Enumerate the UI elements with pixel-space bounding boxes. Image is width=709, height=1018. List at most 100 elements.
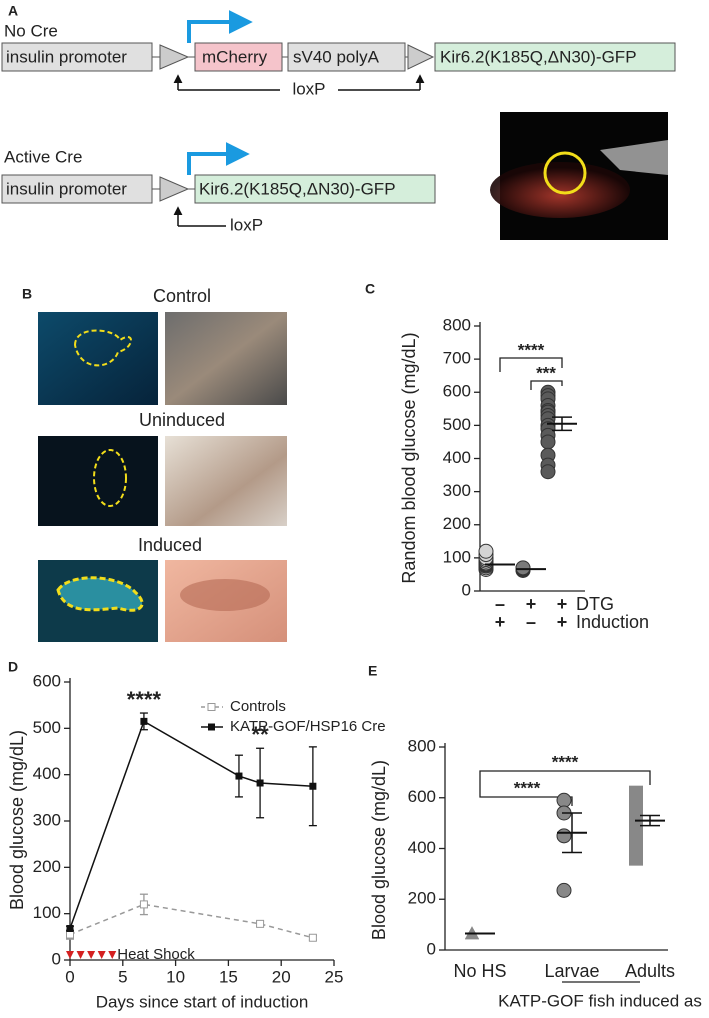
promoter-box [1,42,153,72]
data-point [66,924,74,932]
data-point [556,882,572,898]
data-point [556,792,572,808]
y-tick-label: 0 [427,939,436,958]
data-point [629,851,643,866]
loxp-site [152,176,195,202]
data-point [66,930,74,939]
promoter-text: insulin promoter [6,47,127,66]
y-tick-label: 600 [443,382,471,401]
y-tick-label: 100 [33,903,61,922]
y-tick-label: 600 [408,787,436,806]
y-tick-label: 500 [443,415,471,434]
promoter-text: insulin promoter [6,179,127,198]
significance-bracket [499,357,563,372]
x-tick-label: Adults [625,961,675,981]
y-axis-label: Blood glucose (mg/dL) [369,760,389,940]
mcherry-box [194,42,283,72]
y-tick-label: 400 [33,764,61,783]
legend-marker [207,703,216,711]
tissue [180,579,270,611]
row-title: Uninduced [139,410,225,430]
islet-outline [56,576,144,612]
construct-title: No Cre [4,21,58,40]
row-title: Induced [138,535,202,555]
y-tick-label: 800 [443,315,471,334]
heat-shock-marker [76,951,85,959]
panel-label: C [365,281,375,297]
condition-sign: + [557,594,568,614]
x-tick-label: Larvae [544,961,599,981]
data-point [256,919,265,928]
x-tick-label: No HS [453,961,506,981]
series-line [69,720,313,929]
significance: *** [536,363,556,382]
row-label: Induction [576,612,649,632]
data-point [556,828,572,844]
data-point [308,933,317,942]
significance: **** [127,687,162,712]
y-tick-label: 200 [408,889,436,908]
tissue [600,140,668,175]
x-axis-label: Days since start of induction [96,992,309,1011]
data-point [139,900,148,909]
y-tick-label: 300 [443,481,471,500]
mcherry-text: mCherry [202,47,268,66]
x-tick-label: 0 [65,967,74,986]
loxp-text: loxP [230,215,263,234]
islet-outline [543,151,587,195]
panel-b: B Control Uninduced Induced [22,286,287,642]
data-point [478,543,494,559]
construct-title: Active Cre [4,147,82,166]
data-point [540,464,556,480]
data-point [309,782,317,790]
data-point [515,560,531,576]
islet-outline [73,329,132,367]
micrograph [165,436,287,526]
condition-sign: + [526,594,537,614]
y-tick-label: 300 [33,810,61,829]
micrograph [165,312,287,405]
data-point [540,434,556,450]
y-tick-label: 700 [443,349,471,368]
panel-a: A No Cre insulin promoter mCherry sV40 p… [1,3,676,240]
significance: ** [252,722,270,747]
micrograph [38,436,158,526]
label-bg [280,81,338,99]
condition-sign: + [557,612,568,632]
y-tick-label: 200 [443,514,471,533]
legend-label: Controls [230,698,286,715]
y-tick-label: 0 [462,580,471,599]
heat-shock-marker [108,951,117,959]
series-line [69,903,314,939]
transgene-box [434,42,676,72]
y-tick-label: 500 [33,718,61,737]
y-tick-label: 400 [408,838,436,857]
islet-outline [93,449,127,507]
condition-sign: + [495,612,506,632]
legend-label: KATP-GOF/HSP16 Cre [230,718,386,735]
significance: **** [552,752,579,771]
x-tick-label: 20 [272,967,291,986]
y-axis-label: Random blood glucose (mg/dL) [399,332,419,583]
heat-shock-marker [66,951,74,959]
x-tick-label: 25 [325,967,344,986]
y-tick-label: 100 [443,547,471,566]
tss-arrow [187,142,250,175]
heat-shock-marker [97,951,106,959]
y-tick-label: 400 [443,448,471,467]
significance: **** [518,340,545,359]
heat-shock-label: Heat Shock [117,946,195,963]
heat-shock-marker [87,951,96,959]
x-axis-label: KATP-GOF fish induced as [498,991,702,1010]
panel-label: D [8,659,18,675]
y-tick-label: 0 [52,949,61,968]
significance-bracket [479,782,573,806]
panel-label: A [8,3,18,19]
y-axis-label: Blood glucose (mg/dL) [7,730,27,910]
tissue [490,162,630,218]
loxp-text: loxP [292,79,325,98]
polya-box [287,42,406,72]
x-tick-label: 10 [166,967,185,986]
significance-bracket [479,770,651,785]
